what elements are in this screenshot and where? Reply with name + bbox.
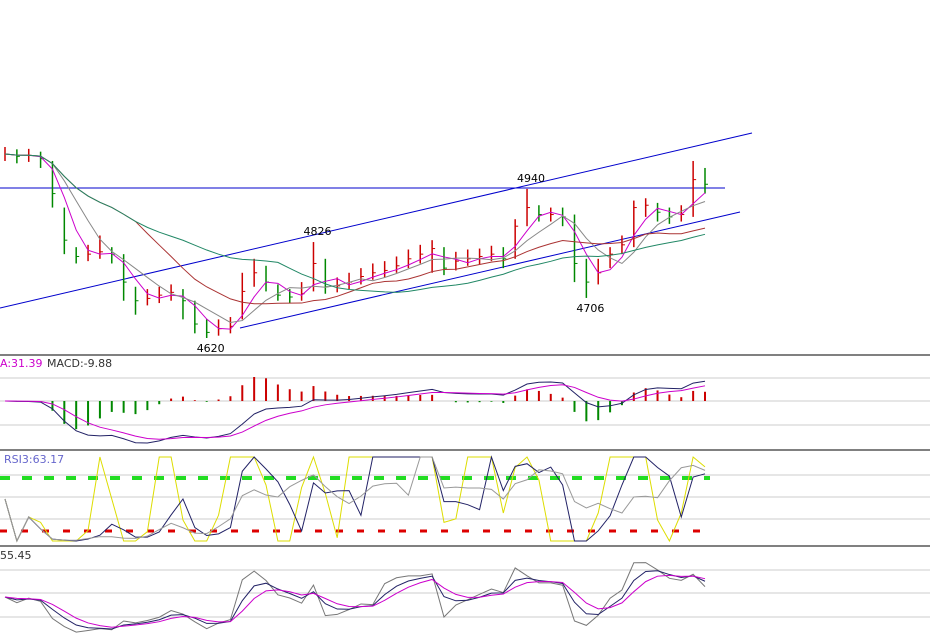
price-label: 4706 [576,302,604,315]
kdj-line [4,574,706,628]
signal-line [4,384,706,440]
macd-value: MACD:-9.88 [47,357,112,370]
ma-line [4,153,706,330]
channel-line [0,132,753,309]
rsi-line [4,456,706,543]
price-label: 4826 [303,225,331,238]
kdj-line [4,562,706,633]
kdj-value: 55.45 [0,549,32,562]
channel-line [239,211,741,329]
rsi-line [4,455,706,543]
ma-line [4,153,706,323]
rsi-value: RSI3:63.17 [4,453,64,466]
kdj-line [4,570,706,630]
price-label: 4620 [197,342,225,355]
price-label: 4940 [517,172,545,185]
ma-line [4,153,706,305]
macd-line [4,380,706,444]
ma-line [4,153,706,293]
rsi-line [4,455,706,543]
macd-dea: A:31.39 [0,357,43,370]
